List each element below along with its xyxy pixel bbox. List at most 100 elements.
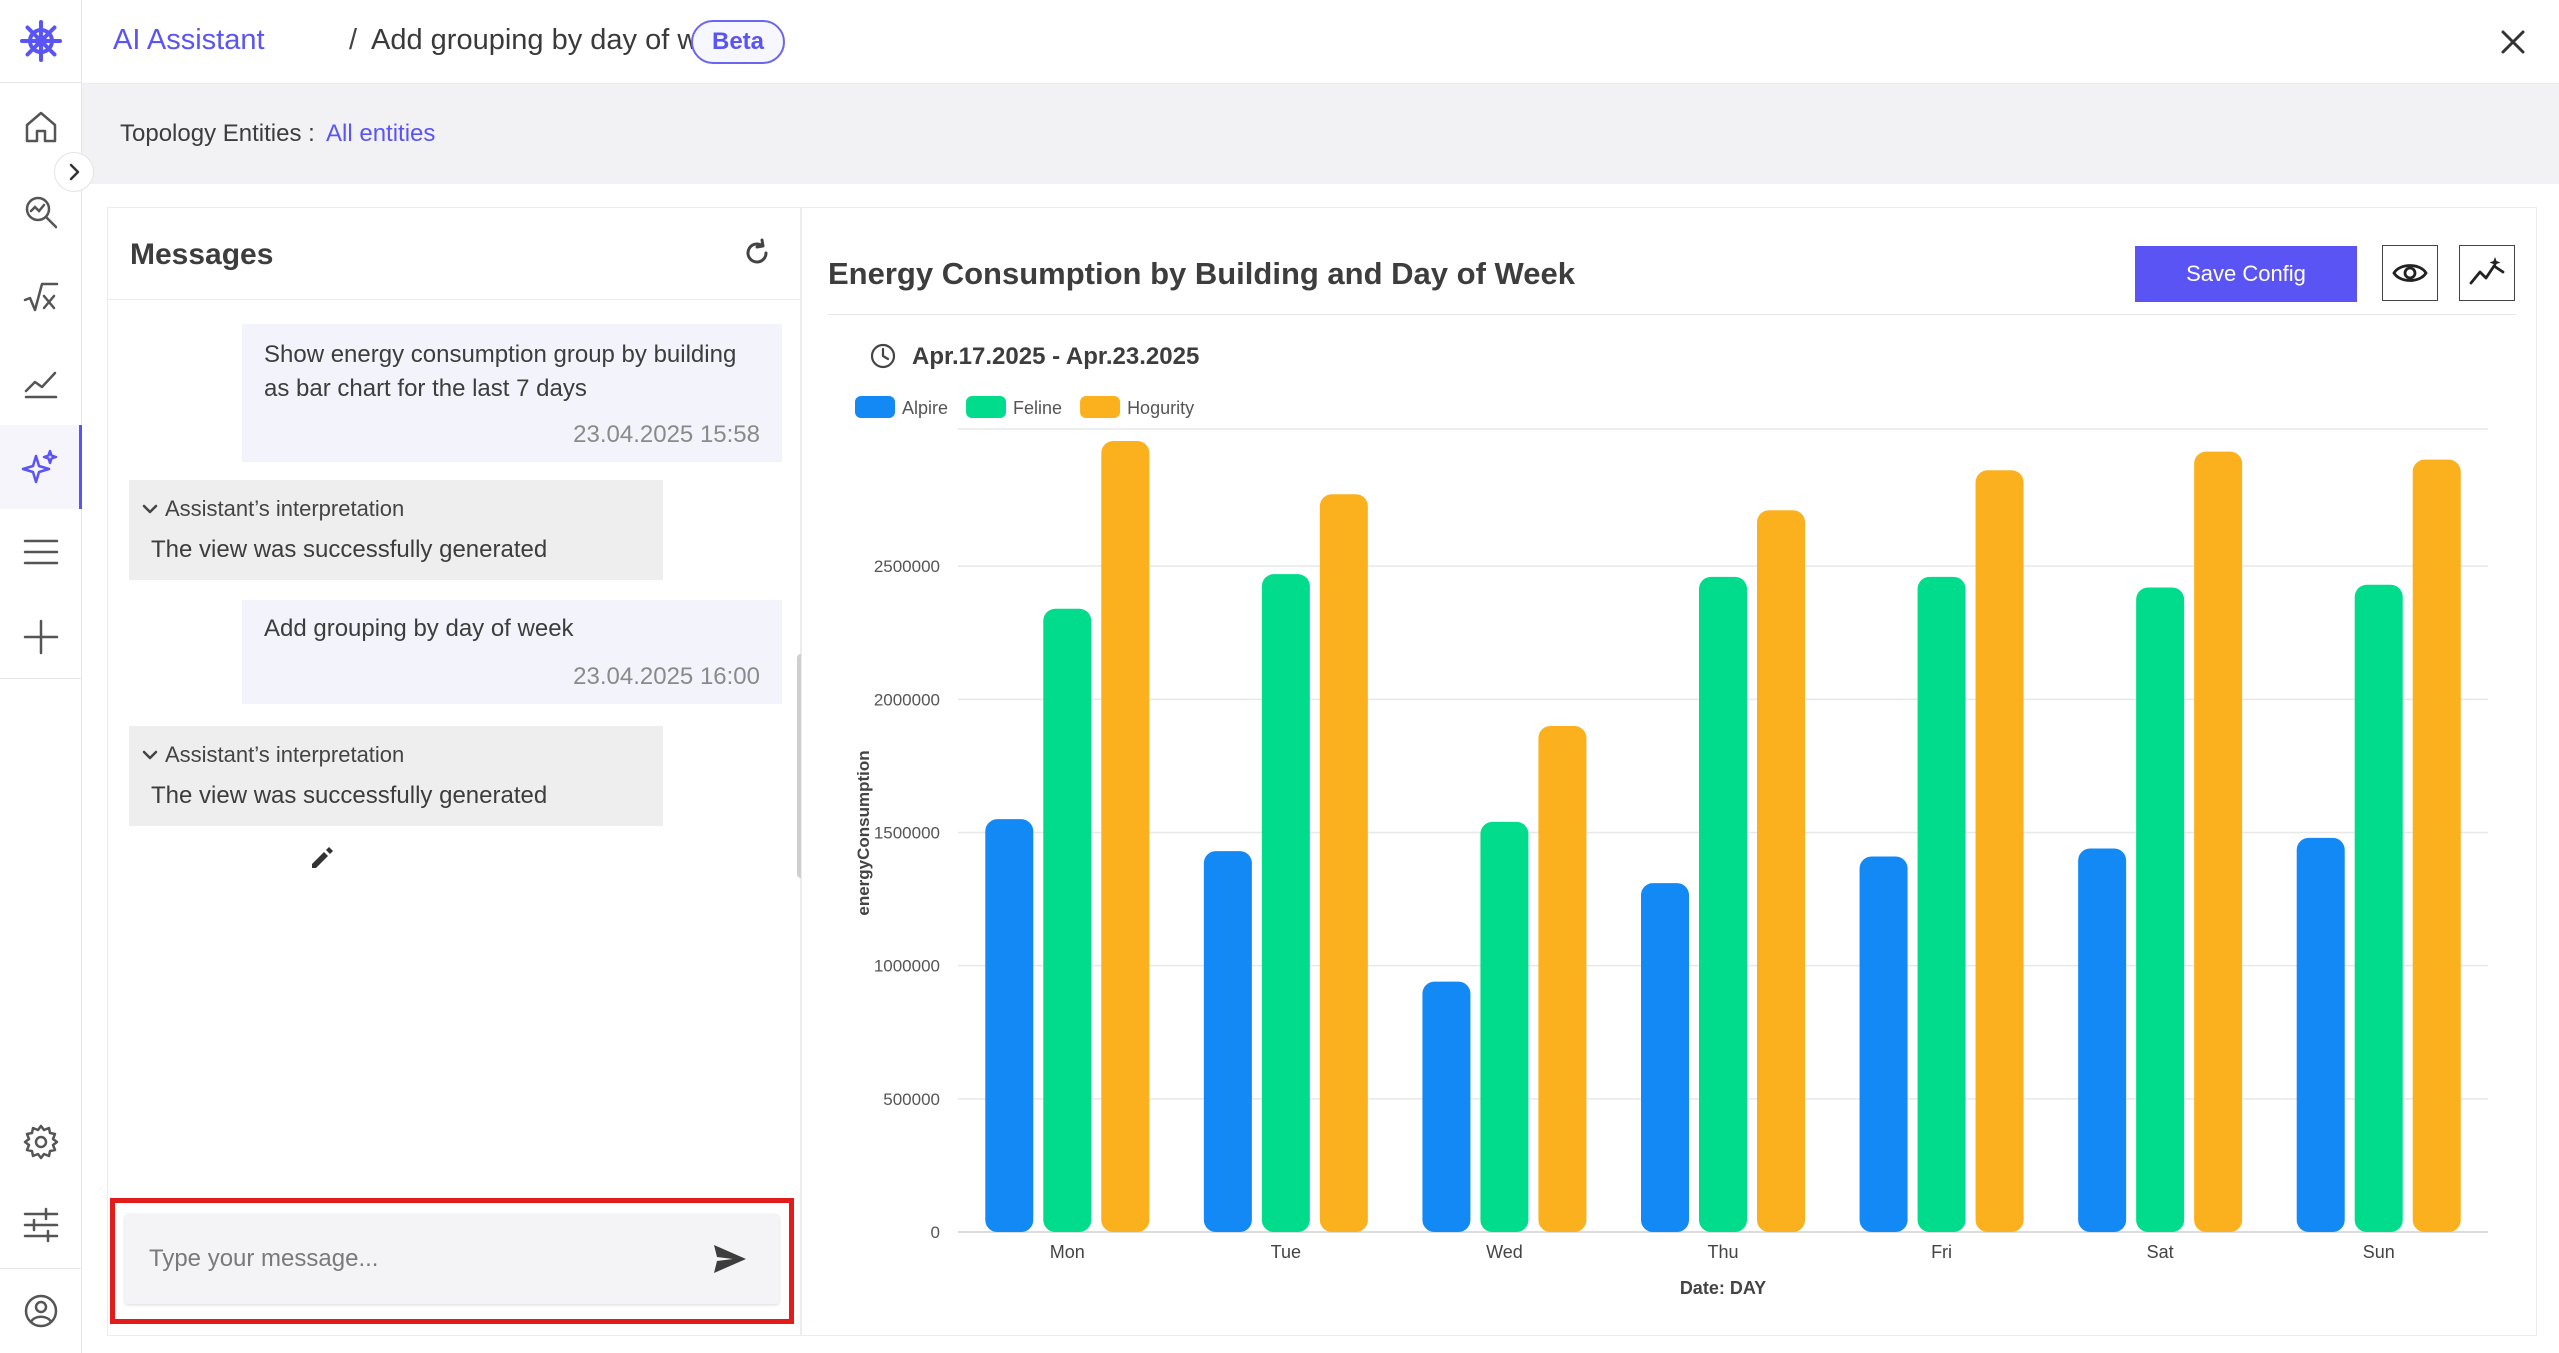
- interpretation-text: The view was successfully generated: [151, 782, 548, 809]
- topology-entities-link[interactable]: All entities: [326, 120, 436, 147]
- x-tick-label: Wed: [1486, 1242, 1523, 1262]
- clock-icon: [870, 343, 896, 369]
- messages-title: Messages: [130, 238, 274, 271]
- interpretation-heading: Assistant’s interpretation: [165, 496, 405, 521]
- assistant-interpretation[interactable]: Assistant’s interpretation The view was …: [129, 480, 663, 580]
- legend-swatch: [855, 396, 895, 418]
- x-axis-label: Date: DAY: [1680, 1278, 1766, 1298]
- app-logo-icon[interactable]: [19, 19, 63, 63]
- sidebar-item-profile[interactable]: [0, 1269, 82, 1353]
- interpretation-text: The view was successfully generated: [151, 536, 548, 563]
- breadcrumb-root-link[interactable]: AI Assistant: [113, 24, 265, 56]
- x-tick-label: Thu: [1707, 1242, 1738, 1262]
- sidebar-item-formula[interactable]: [0, 255, 82, 339]
- user-message: Show energy consumption group by buildin…: [242, 324, 782, 462]
- bar: [2136, 587, 2185, 1232]
- y-tick-label: 500000: [883, 1090, 940, 1109]
- bar: [1480, 821, 1529, 1232]
- legend-label: Hogurity: [1127, 398, 1194, 418]
- trend-line-icon: [24, 371, 58, 399]
- x-tick-label: Mon: [1050, 1242, 1085, 1262]
- bar: [1043, 608, 1092, 1232]
- y-tick-label: 1500000: [874, 824, 940, 843]
- user-message: Add grouping by day of week 23.04.2025 1…: [242, 600, 782, 704]
- sidebar-item-trends[interactable]: [0, 340, 82, 424]
- message-timestamp: 23.04.2025 16:00: [573, 663, 760, 690]
- refresh-icon[interactable]: [742, 238, 772, 268]
- expand-sidebar-button[interactable]: [54, 152, 94, 192]
- legend-swatch: [966, 396, 1007, 418]
- bar: [2354, 584, 2403, 1232]
- messages-panel: Messages Show energy consumption group b…: [107, 207, 801, 1336]
- chevron-down-icon[interactable]: [141, 500, 159, 518]
- beta-badge: Beta: [691, 20, 785, 64]
- send-icon[interactable]: [711, 1240, 749, 1278]
- bar: [1422, 981, 1471, 1232]
- sidebar: [0, 0, 82, 1353]
- bar: [1101, 440, 1150, 1232]
- filter-label: Topology Entities :: [120, 120, 315, 147]
- bar: [1538, 725, 1587, 1232]
- y-tick-label: 1000000: [874, 957, 940, 976]
- bar: [1975, 470, 2024, 1233]
- sidebar-item-menu[interactable]: [0, 510, 82, 594]
- date-range: Apr.17.2025 - Apr.23.2025: [912, 343, 1200, 370]
- sparkline-icon: [2469, 257, 2505, 285]
- bar: [2078, 848, 2127, 1232]
- y-tick-label: 2500000: [874, 557, 940, 576]
- sliders-icon: [23, 1207, 59, 1243]
- sqrt-x-icon: [23, 282, 59, 312]
- message-input-highlight: [110, 1198, 794, 1324]
- sidebar-item-adjustments[interactable]: [0, 1183, 82, 1267]
- plus-icon: [23, 619, 59, 655]
- chevron-down-icon[interactable]: [141, 746, 159, 764]
- user-message-line: as bar chart for the last 7 days: [264, 375, 587, 402]
- chart-divider: [828, 314, 2516, 315]
- sidebar-item-add[interactable]: [0, 595, 82, 679]
- bar: [1641, 883, 1689, 1232]
- bar: [1859, 856, 1908, 1232]
- y-tick-label: 0: [931, 1223, 940, 1242]
- legend-swatch: [1080, 396, 1121, 418]
- bar: [985, 819, 1034, 1232]
- x-tick-label: Tue: [1271, 1242, 1301, 1262]
- bar: [2296, 837, 2345, 1232]
- gear-icon: [23, 1124, 59, 1160]
- sidebar-item-explore[interactable]: [0, 170, 82, 254]
- x-tick-label: Fri: [1931, 1242, 1952, 1262]
- edit-message-icon[interactable]: [308, 844, 336, 872]
- y-axis-label: energyConsumption: [854, 750, 873, 915]
- sidebar-item-ai-assistant[interactable]: [0, 425, 82, 509]
- home-icon: [25, 111, 57, 143]
- bar: [1203, 851, 1252, 1232]
- save-config-button[interactable]: Save Config: [2135, 246, 2357, 302]
- x-tick-label: Sun: [2363, 1242, 2395, 1262]
- breadcrumb-current: Add grouping by day of week: [371, 24, 746, 56]
- chart-panel: Energy Consumption by Building and Day o…: [801, 207, 2537, 1336]
- search-chart-icon: [25, 196, 58, 229]
- insights-button[interactable]: [2459, 245, 2515, 301]
- interpretation-heading: Assistant’s interpretation: [165, 742, 405, 767]
- sidebar-item-home[interactable]: [0, 85, 82, 169]
- assistant-interpretation[interactable]: Assistant’s interpretation The view was …: [129, 726, 663, 826]
- sidebar-item-settings[interactable]: [0, 1100, 82, 1184]
- chevron-right-icon: [69, 163, 80, 181]
- bar: [1757, 510, 1805, 1232]
- close-button[interactable]: [2493, 22, 2533, 62]
- preview-button[interactable]: [2382, 245, 2438, 301]
- legend-label: Feline: [1013, 398, 1062, 418]
- bar: [2194, 451, 2243, 1232]
- breadcrumb-separator: /: [349, 24, 358, 56]
- user-icon: [24, 1294, 58, 1328]
- y-tick-label: 2000000: [874, 690, 940, 709]
- chart-title: Energy Consumption by Building and Day o…: [828, 256, 1575, 291]
- bar: [1319, 494, 1368, 1232]
- message-timestamp: 23.04.2025 15:58: [573, 421, 760, 448]
- filter-bar: Topology Entities : All entities: [82, 84, 2559, 184]
- messages-header: Messages: [108, 208, 800, 300]
- close-icon: [2501, 30, 2525, 54]
- message-input[interactable]: [147, 1236, 687, 1282]
- menu-icon: [23, 539, 59, 565]
- eye-icon: [2392, 264, 2428, 282]
- bar-chart: 0 500000 1000000 1500000 2000000 2500000 Mon Tu…: [854, 396, 2488, 1298]
